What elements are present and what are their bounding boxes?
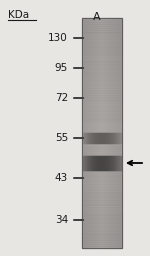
Text: 34: 34: [55, 215, 68, 225]
Text: KDa: KDa: [8, 10, 29, 20]
Bar: [82, 18, 122, 248]
Text: 55: 55: [55, 133, 68, 143]
Text: 72: 72: [55, 93, 68, 103]
Text: 95: 95: [55, 63, 68, 73]
Text: A: A: [93, 12, 101, 22]
Text: 130: 130: [48, 33, 68, 43]
Text: 43: 43: [55, 173, 68, 183]
